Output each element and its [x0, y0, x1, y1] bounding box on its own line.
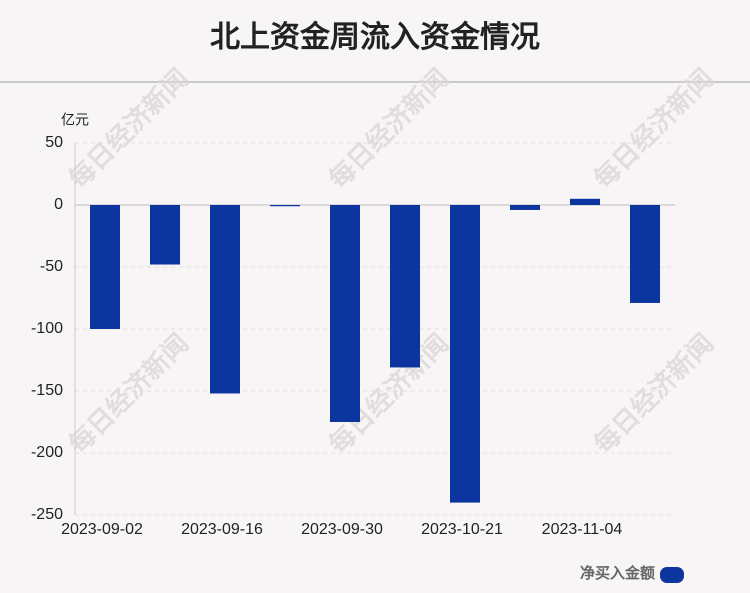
y-tick-label: 0	[54, 196, 63, 213]
y-tick-label: -100	[31, 320, 63, 337]
chart-title: 北上资金周流入资金情况	[210, 20, 540, 54]
legend-swatch	[660, 567, 684, 583]
x-tick-label: 2023-10-21	[421, 521, 503, 538]
bar	[330, 205, 360, 422]
x-tick-label: 2023-09-30	[301, 521, 383, 538]
y-tick-label: -200	[31, 444, 63, 461]
bar	[510, 205, 540, 210]
y-tick-label: -250	[31, 506, 63, 523]
bar	[450, 205, 480, 503]
y-axis-label: 亿元	[61, 112, 89, 128]
x-tick-label: 2023-11-04	[542, 521, 623, 538]
bar	[630, 205, 660, 303]
x-tick-label: 2023-09-16	[181, 521, 263, 538]
y-tick-label: -150	[31, 382, 63, 399]
bar	[150, 205, 180, 265]
bar	[570, 198, 600, 205]
legend-label: 净买入金额	[580, 564, 655, 582]
bar	[390, 205, 420, 368]
bar	[270, 205, 300, 207]
y-tick-label: -50	[40, 258, 63, 275]
y-tick-label: 50	[45, 134, 63, 151]
bar	[210, 205, 240, 394]
bar	[90, 205, 120, 329]
x-tick-label: 2023-09-02	[61, 521, 143, 538]
